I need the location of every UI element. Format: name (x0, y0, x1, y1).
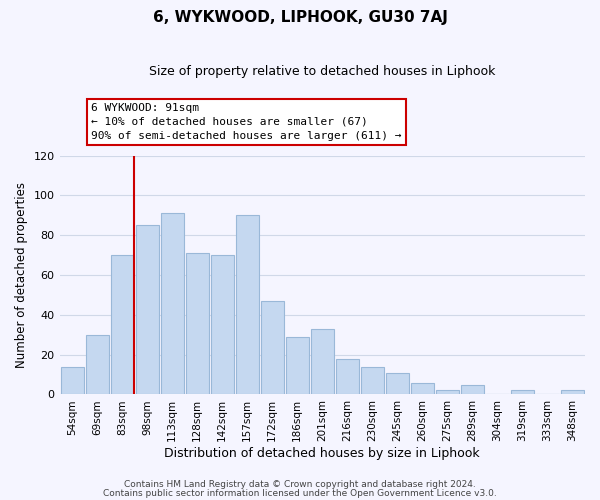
X-axis label: Distribution of detached houses by size in Liphook: Distribution of detached houses by size … (164, 447, 480, 460)
Title: Size of property relative to detached houses in Liphook: Size of property relative to detached ho… (149, 65, 496, 78)
Text: Contains HM Land Registry data © Crown copyright and database right 2024.: Contains HM Land Registry data © Crown c… (124, 480, 476, 489)
Bar (86, 334, 109, 394)
Bar (286, 336, 309, 394)
Bar (261, 301, 284, 394)
Bar (61, 366, 83, 394)
Bar (236, 216, 259, 394)
Bar (411, 382, 434, 394)
Bar (185, 253, 209, 394)
Bar (386, 372, 409, 394)
Bar (311, 329, 334, 394)
Bar (461, 384, 484, 394)
Y-axis label: Number of detached properties: Number of detached properties (15, 182, 28, 368)
Bar (336, 358, 359, 394)
Bar (561, 390, 584, 394)
Bar (436, 390, 459, 394)
Text: 6 WYKWOOD: 91sqm
← 10% of detached houses are smaller (67)
90% of semi-detached : 6 WYKWOOD: 91sqm ← 10% of detached house… (91, 103, 401, 141)
Bar (211, 255, 233, 394)
Bar (361, 366, 384, 394)
Bar (136, 225, 158, 394)
Text: 6, WYKWOOD, LIPHOOK, GU30 7AJ: 6, WYKWOOD, LIPHOOK, GU30 7AJ (152, 10, 448, 25)
Bar (161, 214, 184, 394)
Bar (110, 255, 134, 394)
Bar (511, 390, 534, 394)
Text: Contains public sector information licensed under the Open Government Licence v3: Contains public sector information licen… (103, 490, 497, 498)
